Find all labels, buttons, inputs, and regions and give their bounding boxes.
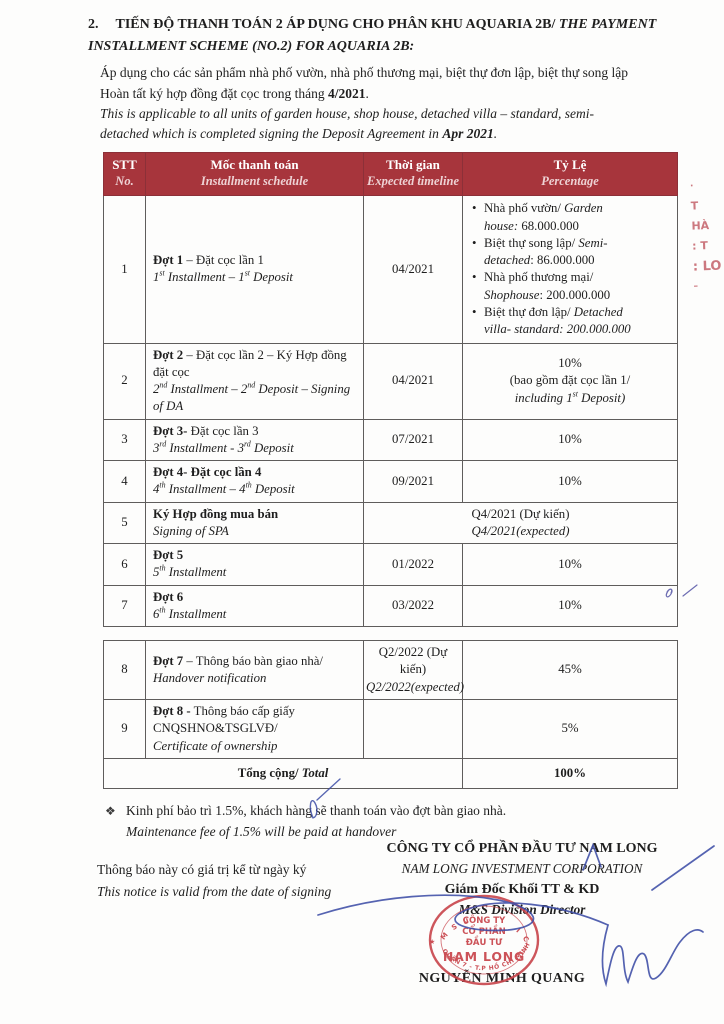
cell-installment: Đợt 2 – Đặt cọc lần 2 – Ký Hợp đồng đặt … xyxy=(145,342,364,420)
bullet-item: Biệt thự song lập/ Semi-detached: 86.000… xyxy=(471,235,673,270)
validity-statement: Thông báo này có giá trị kể từ ngày ký Th… xyxy=(97,861,332,899)
cell-installment: Đợt 3- Đặt cọc lần 3 3rd Installment - 3r… xyxy=(145,418,364,462)
cell-installment: Đợt 1 – Đặt cọc lần 1 1st Installment – 1… xyxy=(145,195,364,344)
stamp-center-line2: CỔ PHẦN xyxy=(462,924,505,937)
cell-percentage: 10% xyxy=(462,460,678,503)
cell-timeline xyxy=(363,699,463,759)
table-row: 8 Đợt 7 – Thông báo bàn giao nhà/Handover… xyxy=(103,640,678,701)
cell-stt: 4 xyxy=(103,460,146,503)
cell-installment: Ký Hợp đồng mua bán Signing of SPA xyxy=(145,501,364,545)
cell-installment: Đợt 5 5th Installment xyxy=(145,543,364,586)
table-row: 5 Ký Hợp đồng mua bán Signing of SPA Q4/202… xyxy=(103,501,678,545)
cell-stt: 7 xyxy=(103,584,146,628)
edge-stamp-fragment: · T HÀ : T : LO – xyxy=(690,181,724,300)
cell-stt: 6 xyxy=(103,543,146,586)
diamond-bullet-icon: ❖ xyxy=(105,804,116,819)
table-row: 4 Đợt 4- Đặt cọc lần 4 4th Installment – 4… xyxy=(103,460,678,503)
table-row: 1 Đợt 1 – Đặt cọc lần 1 1st Installment – … xyxy=(103,195,678,344)
cell-installment: Đợt 7 – Thông báo bàn giao nhà/Handover … xyxy=(145,640,364,701)
signer-role-vn: Giám Đốc Khối TT & KD xyxy=(444,881,600,897)
table-row: 9 Đợt 8 - Thông báo cấp giấy CNQSHNO&TSGLV… xyxy=(103,699,678,759)
cell-stt: 2 xyxy=(103,342,146,420)
edge-stamp-line: T xyxy=(690,199,699,213)
maintenance-note: ❖ Kinh phí bảo trì 1.5%, khách hàng sẽ t… xyxy=(105,801,692,843)
signer-name: NGUYỄN MINH QUANG xyxy=(418,971,586,986)
cell-timeline: 09/2021 xyxy=(363,460,463,503)
table-total-row: Tổng cộng/ Total 100% xyxy=(103,757,678,790)
bullet-item: Nhà phố thương mại/Shophouse: 200.000.00… xyxy=(471,269,673,304)
table-row: 7 Đợt 6 6th Installment 03/2022 10% xyxy=(103,584,678,628)
table-header: STT No. Mốc thanh toán Installment schedule… xyxy=(103,152,678,197)
maintenance-note-text: Kinh phí bảo trì 1.5%, khách hàng sẽ tha… xyxy=(126,803,507,839)
cell-percentage: 10% xyxy=(462,543,678,586)
cell-timeline: 01/2022 xyxy=(363,543,463,586)
table-row: 2 Đợt 2 – Đặt cọc lần 2 – Ký Hợp đồng đặt… xyxy=(103,342,678,420)
column-header: Thời gian Expected timeline xyxy=(363,152,463,197)
signer-role-en: M&S Division Director xyxy=(458,901,586,917)
cell-percentage: 10% (bao gồm đặt cọc lần 1/including 1st … xyxy=(462,342,678,420)
edge-stamp-line: HÀ xyxy=(691,219,710,233)
table-body-top: 1 Đợt 1 – Đặt cọc lần 1 1st Installment – … xyxy=(103,195,678,628)
edge-stamp-line: : T xyxy=(691,239,709,253)
company-name-en: NAM LONG INVESTMENT CORPORATION xyxy=(401,861,643,876)
cell-timeline: 04/2021 xyxy=(363,195,463,344)
company-name-vn: CÔNG TY CỔ PHẦN ĐẦU TƯ NAM LONG xyxy=(386,841,658,856)
cell-installment: Đợt 4- Đặt cọc lần 4 4th Installment – 4t… xyxy=(145,460,364,503)
cell-stt: 1 xyxy=(103,195,146,344)
cell-stt: 9 xyxy=(103,699,146,759)
installment-table-top: STT No. Mốc thanh toán Installment schedule… xyxy=(103,152,678,628)
installment-table-bottom: 8 Đợt 7 – Thông báo bàn giao nhà/Handover… xyxy=(103,640,678,790)
cell-stt: 8 xyxy=(103,640,146,701)
cell-stt: 5 xyxy=(103,501,146,545)
column-header: Mốc thanh toán Installment schedule xyxy=(145,152,364,197)
section-title: 2. TIẾN ĐỘ THANH TOÁN 2 ÁP DỤNG CHO PHÂN … xyxy=(88,14,692,57)
edge-stamp-line: · xyxy=(689,181,694,192)
column-header: Tỷ Lệ Percentage xyxy=(462,152,678,197)
cell-percentage: 10% xyxy=(462,418,678,462)
signature-block: CÔNG TY CỔ PHẦN ĐẦU TƯ NAM LONG NAM LONG… xyxy=(352,838,692,920)
stamp-arc-bottom-text: QUẬN 7 - T.P HỒ CHÍ MINH xyxy=(441,941,532,972)
table-header-row: STT No. Mốc thanh toán Installment schedule… xyxy=(103,152,678,197)
edge-stamp-line: : LO xyxy=(692,258,722,275)
cell-timeline: 03/2022 xyxy=(363,584,463,628)
cell-percentage: 5% xyxy=(462,699,678,759)
cell-stt: 3 xyxy=(103,418,146,462)
total-percent: 100% xyxy=(462,757,678,790)
stamp-center-line3: ĐẦU TƯ xyxy=(466,935,503,948)
table-row: 3 Đợt 3- Đặt cọc lần 3 3rd Installment - 3… xyxy=(103,418,678,462)
cell-installment: Đợt 8 - Thông báo cấp giấy CNQSHNO&TSGLVĐ… xyxy=(145,699,364,759)
cell-timeline-percentage: Q4/2021 (Dự kiến) Q4/2021(expected) xyxy=(363,501,678,545)
section-number: 2. xyxy=(88,17,99,32)
cell-timeline: Q2/2022 (Dự kiến) Q2/2022(expected) xyxy=(363,640,464,701)
table-body-bottom: 8 Đợt 7 – Thông báo bàn giao nhà/Handover… xyxy=(103,640,678,790)
section-title-text: TIẾN ĐỘ THANH TOÁN 2 ÁP DỤNG CHO PHÂN KH… xyxy=(88,17,657,54)
cell-percentage: 10% xyxy=(462,584,678,628)
cell-percentage: 45% xyxy=(462,640,678,701)
cell-timeline: 04/2021 xyxy=(363,342,463,420)
intro-paragraph: Áp dụng cho các sản phẩm nhà phố vườn, n… xyxy=(100,65,628,142)
cell-timeline: 07/2021 xyxy=(363,418,463,462)
column-header: STT No. xyxy=(103,152,146,197)
total-label: Tổng cộng/ Total xyxy=(103,757,463,790)
edge-stamp-line: – xyxy=(693,281,699,292)
document-content: 2. TIẾN ĐỘ THANH TOÁN 2 ÁP DỤNG CHO PHÂN … xyxy=(88,14,692,902)
installment-table-wrapper: STT No. Mốc thanh toán Installment schedule… xyxy=(103,152,678,790)
table-row: 6 Đợt 5 5th Installment 01/2022 10% xyxy=(103,543,678,586)
stamp-center-line4: NAM LONG xyxy=(443,949,525,964)
stamp-star-icon: ★ xyxy=(429,938,435,946)
cell-installment: Đợt 6 6th Installment xyxy=(145,584,364,628)
